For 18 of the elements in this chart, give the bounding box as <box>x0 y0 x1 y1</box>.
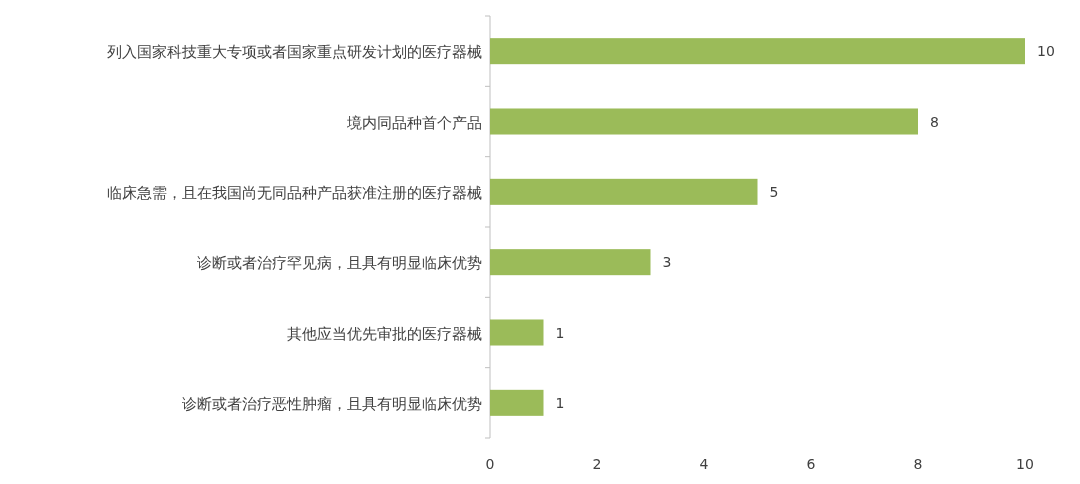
x-tick-label: 4 <box>699 456 709 472</box>
y-tick-label: 临床急需，且在我国尚无同品种产品获准注册的医疗器械 <box>107 183 482 202</box>
data-label: 1 <box>555 394 565 411</box>
y-tick-label: 诊断或者治疗罕见病，且具有明显临床优势 <box>197 254 482 273</box>
y-tick-label: 诊断或者治疗恶性肿瘤，且具有明显临床优势 <box>182 394 482 413</box>
data-label: 3 <box>662 254 672 271</box>
x-tick-label: 10 <box>1016 456 1034 472</box>
y-tick-label: 境内同品种首个产品 <box>346 113 482 132</box>
x-tick-label: 6 <box>806 456 816 472</box>
data-label: 1 <box>555 324 565 341</box>
x-tick-label: 0 <box>485 456 495 472</box>
y-tick-label: 列入国家科技重大专项或者国家重点研发计划的医疗器械 <box>107 43 482 62</box>
data-label: 10 <box>1037 43 1055 60</box>
y-tick-label: 其他应当优先审批的医疗器械 <box>287 324 482 343</box>
data-label: 8 <box>930 113 939 130</box>
x-tick-label: 2 <box>592 456 602 472</box>
data-label: 5 <box>769 183 779 200</box>
x-tick-label: 8 <box>913 456 923 472</box>
